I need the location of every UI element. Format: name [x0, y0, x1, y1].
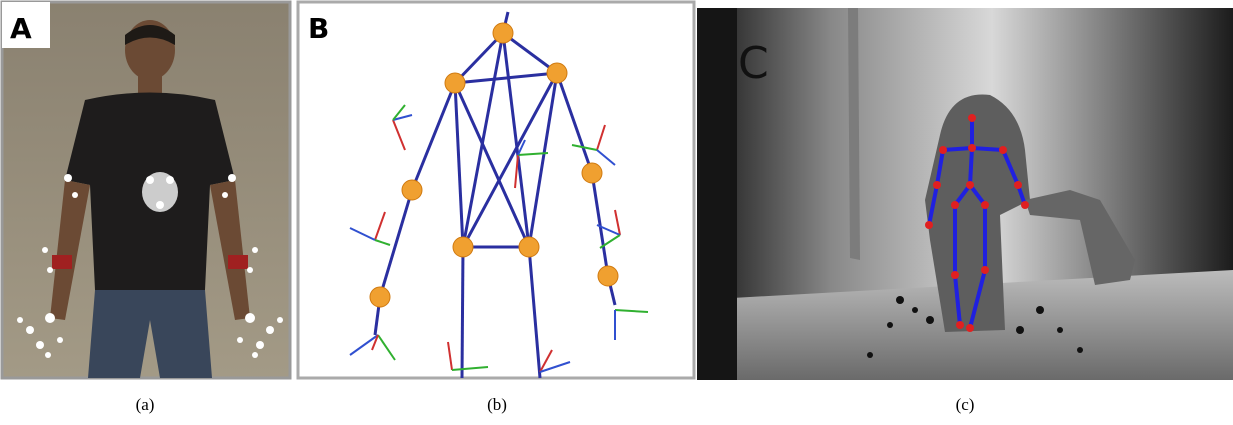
caption: (b) [487, 395, 507, 414]
shape-circle [939, 146, 947, 154]
shape-circle [146, 176, 154, 184]
shape-circle [968, 114, 976, 122]
shape-circle [237, 337, 243, 343]
panel-label: A [10, 12, 32, 45]
shape-circle [245, 313, 255, 323]
figure: A B C (a) (b) (c) [0, 0, 1233, 420]
shape-circle [45, 352, 51, 358]
shape-circle [26, 326, 34, 334]
shape-circle [17, 317, 23, 323]
shape-circle [1016, 326, 1024, 334]
shape-circle [951, 271, 959, 279]
shape-circle [72, 192, 78, 198]
shape-circle [925, 221, 933, 229]
shape-circle [1077, 347, 1083, 353]
shape-circle [252, 247, 258, 253]
shape-circle [402, 180, 422, 200]
panel-b: B [298, 2, 694, 378]
shape-circle [1014, 181, 1022, 189]
shape-circle [453, 237, 473, 257]
caption: (c) [956, 395, 975, 414]
shape-circle [45, 313, 55, 323]
shape-circle [222, 192, 228, 198]
shape-circle [966, 324, 974, 332]
shape-circle [256, 341, 264, 349]
shape-circle [926, 316, 934, 324]
shape-circle [266, 326, 274, 334]
shape-circle [36, 341, 44, 349]
shape-path [848, 8, 860, 260]
shape-circle [887, 322, 893, 328]
shape-circle [951, 201, 959, 209]
shape-circle [166, 176, 174, 184]
shape-circle [247, 267, 253, 273]
shape-circle [445, 73, 465, 93]
shape-circle [42, 247, 48, 253]
shape-circle [1057, 327, 1063, 333]
shape-circle [1036, 306, 1044, 314]
shape-circle [933, 181, 941, 189]
shape-circle [277, 317, 283, 323]
shape-circle [966, 181, 974, 189]
caption: (a) [136, 395, 155, 414]
shape-circle [64, 174, 72, 182]
shape-circle [981, 201, 989, 209]
shape-circle [896, 296, 904, 304]
shape-circle [999, 146, 1007, 154]
shape-circle [547, 63, 567, 83]
shape-circle [493, 23, 513, 43]
panel-label: B [308, 12, 329, 45]
shape-circle [968, 144, 976, 152]
shape-circle [228, 174, 236, 182]
shape-rect [138, 75, 162, 95]
shape-circle [1021, 201, 1029, 209]
shape-circle [981, 266, 989, 274]
shape-circle [519, 237, 539, 257]
shape-circle [867, 352, 873, 358]
panel-a: A [2, 2, 290, 378]
shape-circle [252, 352, 258, 358]
shape-circle [47, 267, 53, 273]
shape-rect [298, 2, 694, 378]
panel-c: C [697, 8, 1233, 380]
shape-circle [370, 287, 390, 307]
shape-circle [57, 337, 63, 343]
shape-rect [228, 255, 248, 269]
shape-circle [912, 307, 918, 313]
shape-circle [156, 201, 164, 209]
shape-circle [598, 266, 618, 286]
shape-circle [956, 321, 964, 329]
shape-line [462, 247, 463, 378]
panel-label: C [738, 38, 769, 89]
shape-rect [52, 255, 72, 269]
shape-circle [582, 163, 602, 183]
shape-rect [697, 8, 737, 380]
